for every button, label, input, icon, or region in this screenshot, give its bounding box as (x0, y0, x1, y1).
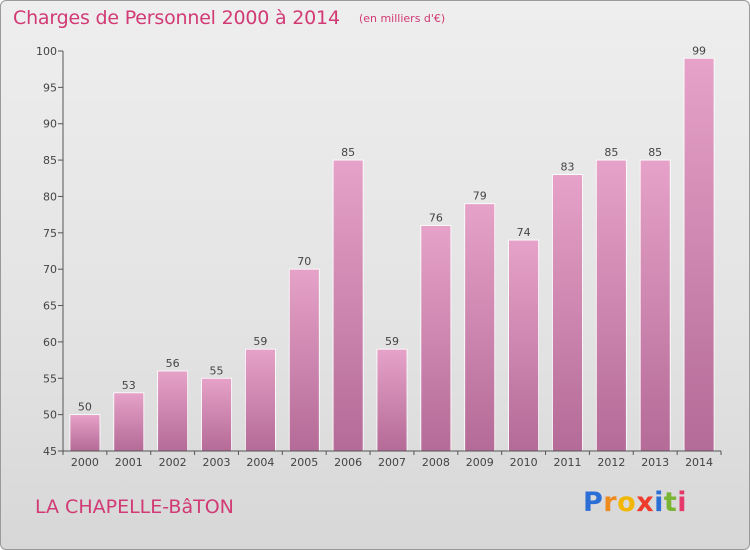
x-tick-label-2011: 2011 (553, 456, 581, 469)
y-tick-label: 50 (43, 409, 57, 422)
value-labels: 50 53 56 55 59 70 85 59 76 79 74 83 85 85 99 (78, 44, 706, 413)
y-tick-label: 75 (43, 227, 57, 240)
bar-2011 (552, 174, 583, 452)
bar-2010 (508, 239, 540, 452)
value-label-2009: 79 (473, 190, 487, 203)
value-label-2012: 85 (604, 146, 618, 159)
value-label-2000: 50 (78, 401, 92, 414)
y-tick-label: 70 (43, 263, 57, 276)
y-tick-label: 85 (43, 154, 57, 167)
logo-letter: P (583, 487, 604, 518)
y-tick-label: 55 (43, 372, 57, 385)
bars (69, 57, 715, 452)
bar-2001 (113, 392, 145, 452)
x-tick-label-2013: 2013 (641, 456, 669, 469)
bar-2005 (288, 268, 320, 452)
logo-letter: o (617, 487, 637, 518)
y-tick-label: 100 (36, 45, 57, 58)
chart-title: Charges de Personnel 2000 à 2014 (13, 7, 340, 29)
x-tick-label-2014: 2014 (685, 456, 713, 469)
value-label-2006: 85 (341, 146, 355, 159)
y-tick-label: 65 (43, 300, 57, 313)
chart-title-block: Charges de Personnel 2000 à 2014 (en mil… (13, 7, 445, 29)
value-label-2003: 55 (210, 364, 224, 377)
value-label-2013: 85 (648, 146, 662, 159)
y-tick-label: 95 (43, 81, 57, 94)
value-label-2005: 70 (297, 255, 311, 268)
x-axis: 2000 2001 2002 2003 2004 2005 2006 2007 2008 2009… (62, 450, 722, 469)
value-label-2001: 53 (122, 379, 136, 392)
y-tick-label: 45 (43, 445, 57, 458)
y-axis: 45 50 55 60 65 70 75 80 85 90 95 100 (36, 45, 64, 458)
logo-letter: i (677, 487, 688, 518)
bar-2009 (464, 203, 496, 452)
value-label-2008: 76 (429, 212, 443, 225)
bar-2006 (332, 159, 364, 452)
value-label-2014: 99 (692, 44, 706, 57)
x-tick-label-2000: 2000 (71, 456, 99, 469)
x-tick-label-2012: 2012 (597, 456, 625, 469)
bar-2003 (201, 377, 232, 452)
x-tick-label-2001: 2001 (115, 456, 143, 469)
value-label-2007: 59 (385, 335, 399, 348)
logo-letter: i (654, 487, 664, 518)
value-label-2004: 59 (253, 335, 267, 348)
logo-letter: r (603, 487, 618, 518)
x-tick-label-2002: 2002 (159, 456, 187, 469)
x-tick-label-2006: 2006 (334, 456, 362, 469)
x-tick-label-2010: 2010 (510, 456, 538, 469)
x-tick-label-2005: 2005 (290, 456, 318, 469)
value-label-2011: 83 (560, 161, 574, 174)
x-tick-label-2007: 2007 (378, 456, 406, 469)
bar-2014 (683, 57, 715, 452)
proxiti-logo[interactable]: Proxiti (583, 487, 687, 518)
bar-2012 (595, 159, 627, 452)
bar-2004 (244, 348, 276, 452)
bar-2002 (157, 370, 189, 452)
value-label-2010: 74 (517, 226, 531, 239)
value-label-2002: 56 (166, 357, 180, 370)
y-tick-label: 60 (43, 336, 57, 349)
x-tick-label-2008: 2008 (422, 456, 450, 469)
logo-letter: x (636, 487, 655, 518)
x-tick-label-2009: 2009 (466, 456, 494, 469)
bar-2013 (639, 159, 671, 452)
y-tick-label: 80 (43, 190, 57, 203)
bar-2007 (376, 348, 408, 452)
bar-2008 (420, 225, 452, 452)
x-tick-label-2004: 2004 (246, 456, 274, 469)
y-tick-label: 90 (43, 118, 57, 131)
x-tick-label-2003: 2003 (203, 456, 231, 469)
commune-name: LA CHAPELLE-BâTON (35, 496, 234, 518)
chart-subtitle: (en milliers d'€) (358, 12, 446, 25)
logo-letter: t (663, 487, 678, 518)
bar-2000 (69, 414, 101, 452)
